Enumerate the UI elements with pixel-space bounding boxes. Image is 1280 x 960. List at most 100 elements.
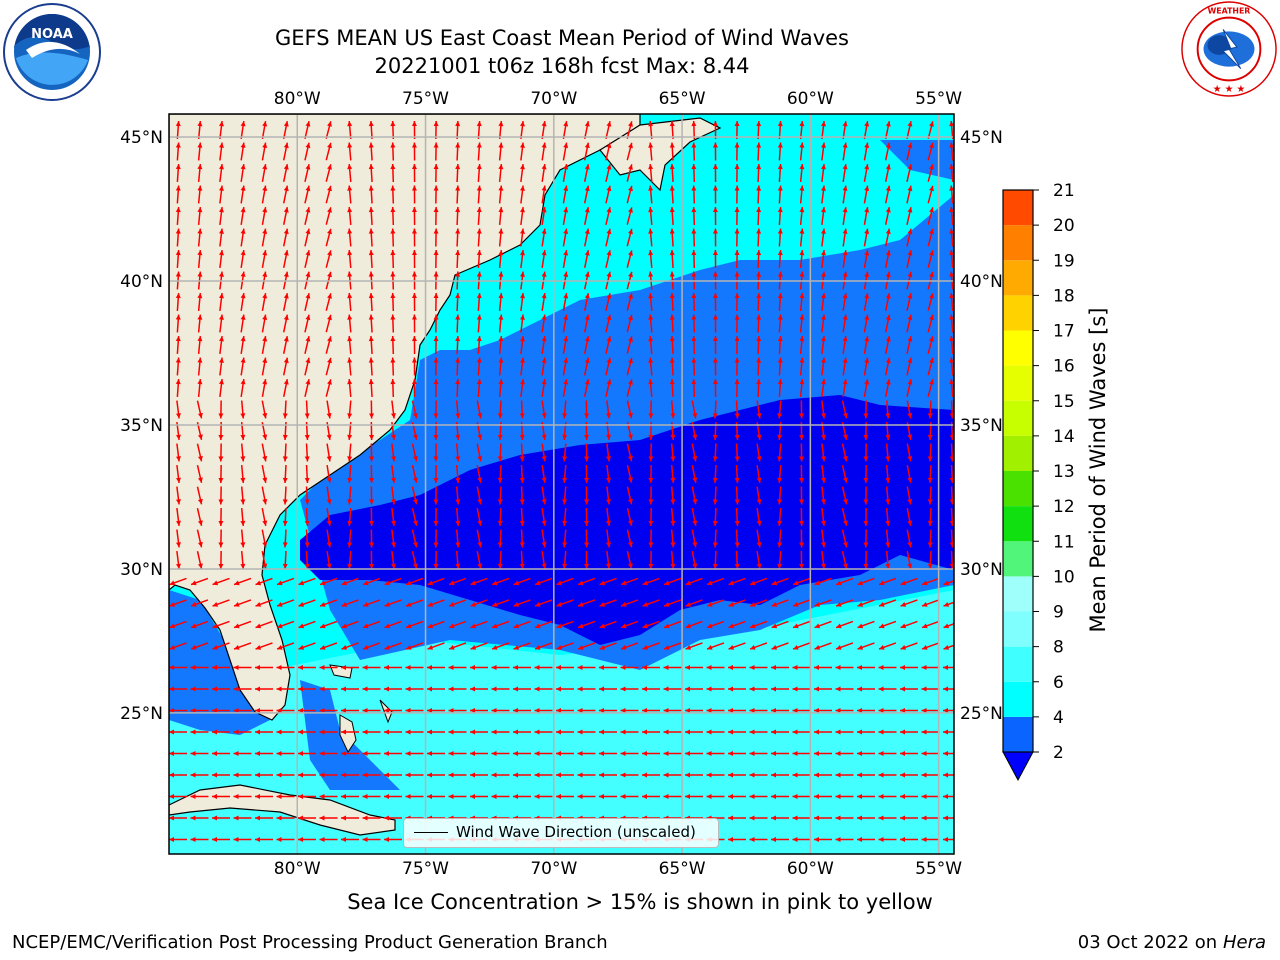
- wind-wave-arrow: [814, 794, 832, 799]
- wind-wave-arrow: [814, 772, 832, 778]
- wind-wave-arrow: [712, 464, 718, 484]
- wind-wave-arrow: [885, 529, 891, 548]
- wind-wave-arrow: [606, 507, 611, 527]
- wind-wave-arrow: [626, 121, 633, 139]
- wind-wave-arrow: [605, 314, 612, 333]
- lat-tick-label: 40°N: [120, 272, 163, 292]
- wind-wave-arrow: [771, 772, 789, 778]
- wind-wave-arrow: [498, 378, 504, 398]
- wind-wave-arrow: [282, 207, 289, 225]
- wind-wave-arrow: [520, 314, 525, 333]
- wind-wave-arrow: [390, 357, 396, 376]
- wind-wave-arrow: [691, 378, 697, 398]
- wind-wave-arrow: [691, 400, 698, 419]
- wind-wave-arrow: [513, 708, 531, 713]
- wind-wave-arrow: [282, 314, 289, 333]
- lon-tick-label: 65°W: [659, 89, 706, 109]
- colorbar-tick-label: 15: [1053, 392, 1075, 412]
- wind-wave-arrow: [233, 729, 252, 735]
- wind-wave-arrow: [390, 314, 396, 333]
- wind-wave-arrow: [756, 335, 762, 355]
- land-cuba: [169, 784, 396, 836]
- wind-wave-arrow: [712, 507, 718, 527]
- wind-wave-arrow: [362, 577, 381, 586]
- wind-wave-arrow: [842, 120, 848, 140]
- wind-wave-arrow: [347, 529, 353, 548]
- wind-wave-arrow: [906, 551, 913, 569]
- wind-wave-arrow: [448, 794, 467, 799]
- wind-wave-arrow: [821, 357, 826, 376]
- wind-wave-arrow: [648, 378, 654, 398]
- wind-wave-arrow: [814, 686, 832, 692]
- wind-wave-arrow: [176, 486, 181, 505]
- wind-wave-arrow: [368, 185, 374, 204]
- wind-wave-arrow: [857, 729, 875, 735]
- wind-wave-arrow: [906, 443, 913, 462]
- wind-wave-arrow: [749, 751, 768, 756]
- wind-wave-arrow: [777, 228, 783, 247]
- lon-tick-label: 80°W: [274, 89, 321, 109]
- lat-tick-label: 25°N: [120, 704, 163, 724]
- wind-wave-arrow: [605, 121, 612, 139]
- wind-wave-arrow: [304, 207, 311, 225]
- wind-wave-arrow: [384, 815, 402, 821]
- wind-wave-arrow: [734, 378, 740, 398]
- wind-wave-arrow: [927, 185, 934, 204]
- wind-wave-arrow: [821, 120, 826, 140]
- wind-wave-arrow: [534, 729, 553, 735]
- wind-wave-arrow: [583, 357, 590, 376]
- wind-wave-arrow: [949, 314, 954, 333]
- wind-wave-arrow: [685, 686, 703, 692]
- wind-wave-arrow: [691, 335, 697, 355]
- footer-credit: NCEP/EMC/Verification Post Processing Pr…: [12, 932, 608, 953]
- wind-wave-arrow: [648, 206, 654, 226]
- wind-wave-arrow: [712, 443, 718, 462]
- wind-wave-arrow: [411, 292, 417, 312]
- wind-wave-arrow: [497, 529, 503, 548]
- wind-wave-arrow: [476, 357, 482, 376]
- wind-wave-arrow: [233, 577, 252, 586]
- wind-wave-arrow: [276, 837, 295, 842]
- wind-wave-arrow: [476, 529, 483, 548]
- wind-wave-arrow: [821, 314, 826, 333]
- wind-wave-arrow: [218, 529, 224, 548]
- wind-wave-arrow: [255, 686, 273, 692]
- wind-wave-arrow: [906, 121, 913, 139]
- wind-wave-arrow: [712, 163, 718, 183]
- wind-wave-arrow: [212, 772, 230, 778]
- wind-wave-arrow: [276, 665, 295, 670]
- wind-wave-arrow: [498, 357, 504, 376]
- wind-wave-arrow: [534, 620, 553, 629]
- wind-wave-arrow: [842, 292, 848, 312]
- wind-wave-arrow: [411, 400, 418, 419]
- wind-wave-arrow: [799, 443, 805, 462]
- wind-wave-arrow: [341, 577, 359, 586]
- wind-wave-arrow: [583, 121, 590, 139]
- wind-wave-arrow: [326, 464, 332, 484]
- wind-wave-arrow: [175, 163, 181, 183]
- wind-wave-arrow: [362, 642, 381, 650]
- wind-wave-arrow: [391, 529, 396, 548]
- wind-wave-arrow: [927, 486, 933, 505]
- wind-wave-arrow: [835, 686, 854, 692]
- wind-wave-arrow: [792, 620, 811, 629]
- colorbar-tick-label: 17: [1053, 322, 1075, 342]
- wind-wave-arrow: [513, 729, 531, 735]
- wind-wave-arrow: [197, 206, 203, 226]
- wind-wave-arrow: [663, 599, 682, 607]
- wind-wave-arrow: [642, 708, 660, 713]
- wind-wave-arrow: [670, 507, 676, 527]
- wind-wave-arrow: [906, 336, 913, 354]
- wind-wave-arrow: [771, 620, 789, 629]
- wind-wave-arrow: [620, 599, 639, 607]
- wind-wave-arrow: [900, 686, 918, 692]
- wind-wave-arrow: [433, 400, 439, 419]
- wind-wave-arrow: [949, 507, 954, 527]
- wind-wave-arrow: [169, 794, 187, 799]
- wind-wave-arrow: [756, 529, 762, 548]
- wind-wave-arrow: [233, 708, 252, 713]
- lat-tick-label: 45°N: [120, 128, 163, 148]
- wind-wave-arrow: [691, 249, 697, 269]
- wind-wave-arrow: [491, 794, 510, 799]
